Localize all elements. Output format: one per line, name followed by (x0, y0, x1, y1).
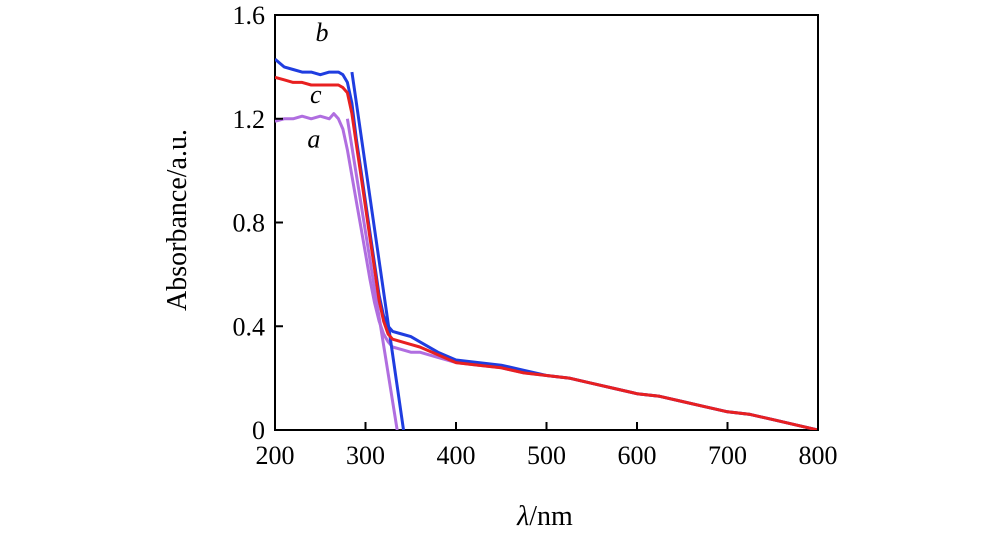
y-tick-label: 0.8 (233, 209, 266, 238)
y-axis-title: Absorbance/a.u. (162, 129, 193, 311)
tangent-line-b (350, 71, 405, 430)
y-tick-label: 0.4 (233, 312, 266, 341)
series-line-a (275, 112, 818, 430)
series-label-b: b (316, 18, 329, 47)
x-axis-title: λ/nm (516, 501, 573, 532)
x-tick-label: 700 (708, 441, 747, 470)
plot-area-frame (274, 14, 819, 431)
x-tick-label: 500 (527, 441, 566, 470)
y-tick-label: 1.6 (233, 1, 266, 30)
y-tick-label: 1.2 (233, 105, 266, 134)
x-tick-label: 800 (799, 441, 838, 470)
series-line-c (275, 75, 818, 430)
x-tick-label: 400 (437, 441, 476, 470)
x-tick-label: 600 (618, 441, 657, 470)
y-tick-label: 0 (252, 416, 265, 445)
x-tick-label: 200 (256, 441, 295, 470)
x-axis-unit: /nm (529, 501, 573, 532)
x-tick-label: 300 (346, 441, 385, 470)
series-label-c: c (310, 80, 322, 109)
series-label-a: a (307, 124, 320, 153)
tangent-line-a (345, 118, 399, 430)
x-axis-variable: λ (516, 501, 529, 532)
